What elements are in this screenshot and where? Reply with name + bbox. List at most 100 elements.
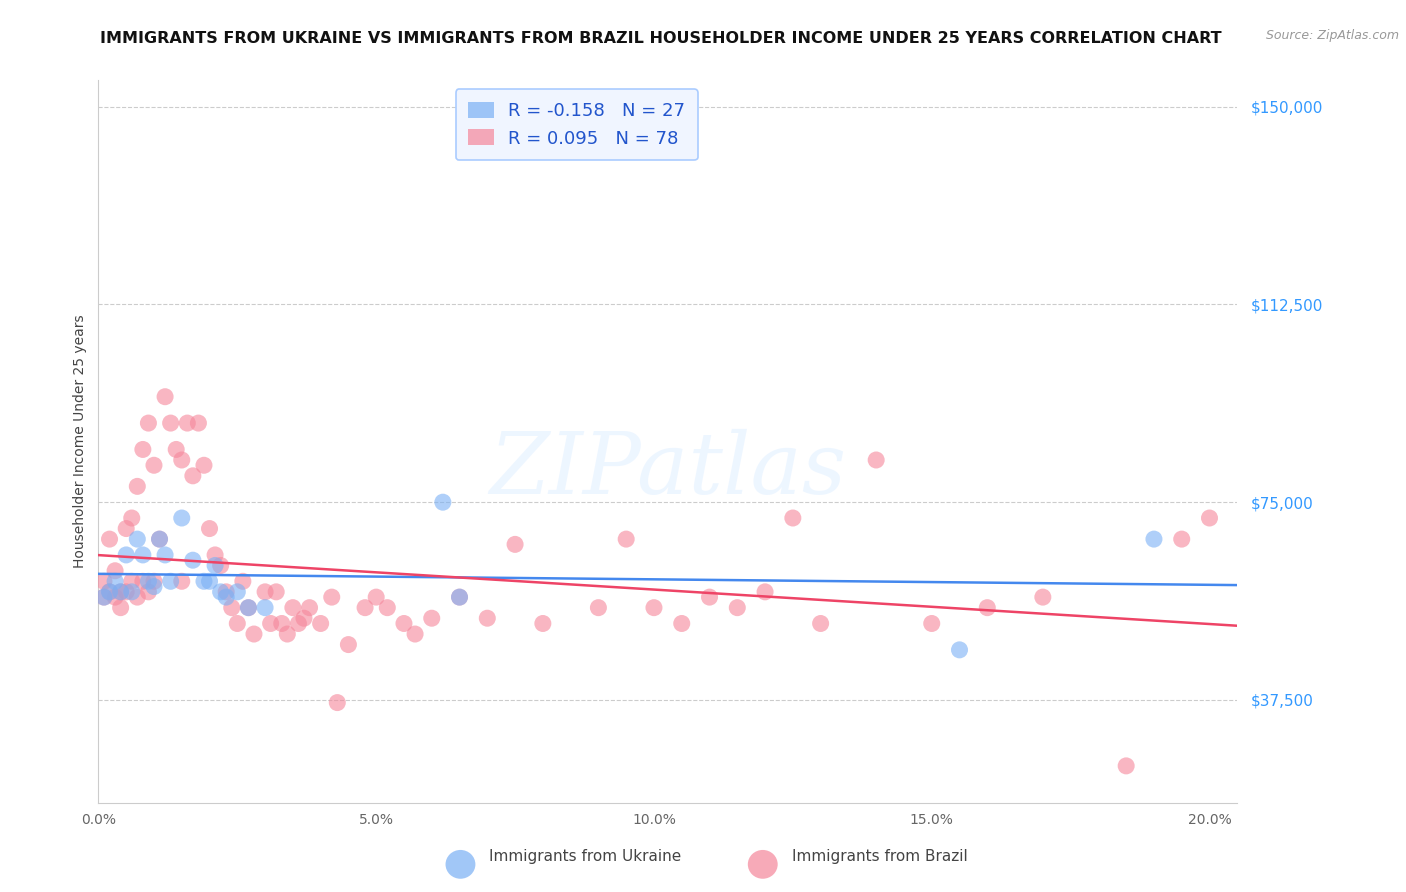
Point	[215, 585, 238, 599]
Point	[104, 574, 127, 589]
Point	[98, 585, 121, 599]
Point	[699, 590, 721, 604]
Point	[503, 537, 526, 551]
Point	[264, 585, 287, 599]
Legend: R = -0.158   N = 27, R = 0.095   N = 78: R = -0.158 N = 27, R = 0.095 N = 78	[456, 89, 697, 161]
Point	[226, 585, 249, 599]
Point	[292, 611, 315, 625]
Point	[243, 627, 266, 641]
Point	[104, 564, 127, 578]
Point	[181, 553, 204, 567]
Point	[614, 532, 637, 546]
Point	[98, 532, 121, 546]
Point	[281, 600, 304, 615]
Point	[93, 574, 115, 589]
Point	[198, 522, 221, 536]
Ellipse shape	[748, 850, 778, 879]
Point	[127, 479, 149, 493]
Point	[93, 590, 115, 604]
Point	[221, 600, 243, 615]
Text: Immigrants from Ukraine: Immigrants from Ukraine	[489, 849, 682, 863]
Point	[170, 453, 193, 467]
Point	[309, 616, 332, 631]
Point	[366, 590, 388, 604]
Point	[238, 600, 260, 615]
Point	[725, 600, 748, 615]
Point	[588, 600, 610, 615]
Point	[143, 458, 166, 473]
Point	[810, 616, 832, 631]
Text: IMMIGRANTS FROM UKRAINE VS IMMIGRANTS FROM BRAZIL HOUSEHOLDER INCOME UNDER 25 YE: IMMIGRANTS FROM UKRAINE VS IMMIGRANTS FR…	[100, 31, 1222, 46]
Point	[181, 468, 204, 483]
Point	[115, 522, 138, 536]
Point	[170, 511, 193, 525]
Point	[148, 532, 170, 546]
Point	[209, 585, 232, 599]
Point	[865, 453, 887, 467]
Point	[138, 416, 160, 430]
Ellipse shape	[446, 850, 475, 879]
Point	[1170, 532, 1192, 546]
Text: ZIPatlas: ZIPatlas	[489, 429, 846, 512]
Point	[193, 458, 215, 473]
Point	[215, 590, 238, 604]
Point	[238, 600, 260, 615]
Point	[132, 442, 155, 457]
Point	[298, 600, 321, 615]
Point	[276, 627, 298, 641]
Point	[1032, 590, 1054, 604]
Point	[176, 416, 198, 430]
Point	[782, 511, 804, 525]
Point	[143, 574, 166, 589]
Point	[115, 548, 138, 562]
Point	[337, 638, 360, 652]
Point	[432, 495, 454, 509]
Point	[148, 532, 170, 546]
Point	[110, 600, 132, 615]
Point	[643, 600, 665, 615]
Point	[354, 600, 377, 615]
Point	[170, 574, 193, 589]
Point	[477, 611, 499, 625]
Point	[1143, 532, 1166, 546]
Point	[143, 580, 166, 594]
Point	[104, 590, 127, 604]
Point	[270, 616, 292, 631]
Point	[159, 416, 181, 430]
Point	[449, 590, 471, 604]
Y-axis label: Householder Income Under 25 years: Householder Income Under 25 years	[73, 315, 87, 568]
Point	[138, 585, 160, 599]
Point	[209, 558, 232, 573]
Point	[153, 390, 176, 404]
Point	[115, 585, 138, 599]
Point	[159, 574, 181, 589]
Point	[326, 696, 349, 710]
Point	[976, 600, 998, 615]
Point	[671, 616, 693, 631]
Point	[375, 600, 398, 615]
Point	[121, 511, 143, 525]
Point	[232, 574, 254, 589]
Point	[321, 590, 343, 604]
Point	[110, 585, 132, 599]
Point	[132, 574, 155, 589]
Point	[287, 616, 309, 631]
Point	[110, 585, 132, 599]
Point	[449, 590, 471, 604]
Point	[93, 590, 115, 604]
Point	[254, 600, 277, 615]
Point	[948, 643, 970, 657]
Point	[121, 585, 143, 599]
Point	[404, 627, 426, 641]
Point	[121, 574, 143, 589]
Point	[193, 574, 215, 589]
Text: Source: ZipAtlas.com: Source: ZipAtlas.com	[1265, 29, 1399, 42]
Point	[138, 574, 160, 589]
Point	[259, 616, 281, 631]
Point	[392, 616, 415, 631]
Point	[153, 548, 176, 562]
Point	[754, 585, 776, 599]
Point	[254, 585, 277, 599]
Point	[420, 611, 443, 625]
Point	[187, 416, 209, 430]
